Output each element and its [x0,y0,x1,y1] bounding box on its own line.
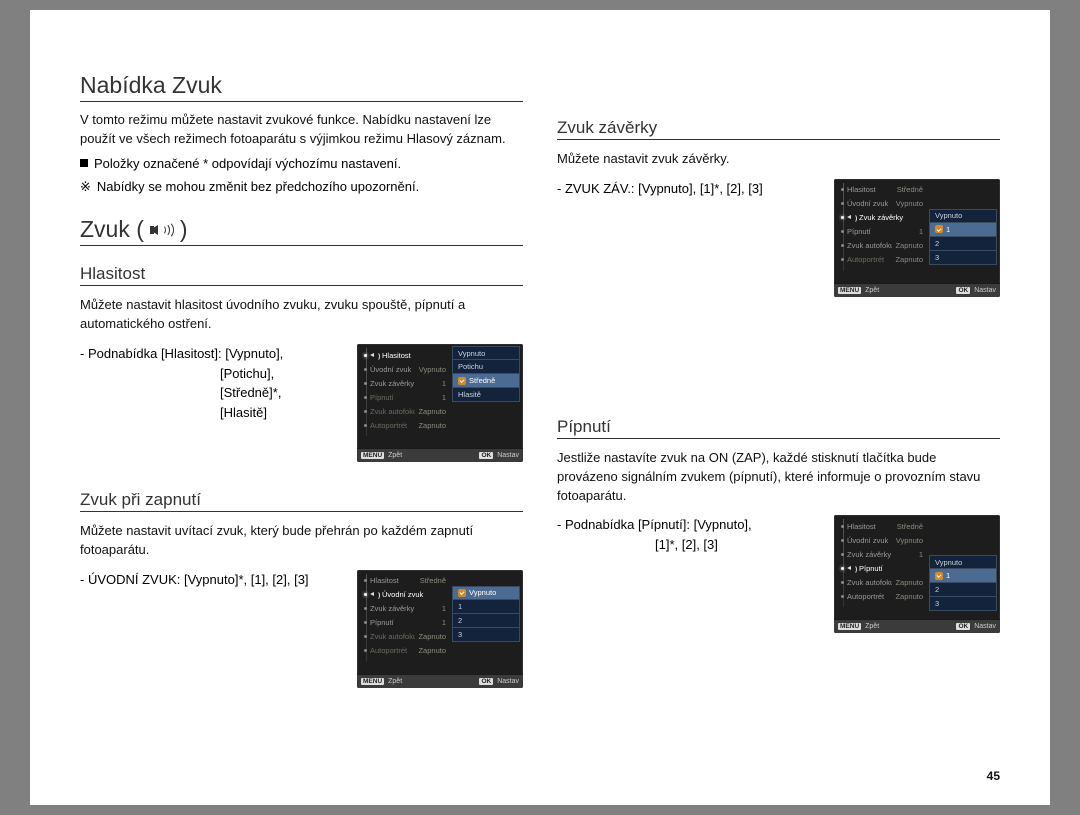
intro-text: V tomto režimu můžete nastavit zvukové f… [80,111,523,149]
lcd-hlasitost: HlasitostÚvodní zvukVypnutoZvuk závěrky1… [357,344,523,462]
reference-mark-icon: ※ [80,178,91,197]
subheading-pipnuti: Pípnutí [557,417,1000,439]
zaverky-options: - ZVUK ZÁV.: [Vypnuto], [1]*, [2], [3] [557,179,818,199]
subheading-zaverky: Zvuk závěrky [557,118,1000,140]
subheading-hlasitost: Hlasitost [80,264,523,286]
lcd-uvodni: HlasitostStředněÚvodní zvukZvuk závěrky1… [357,570,523,688]
section-zvuk-heading: Zvuk ( ) [80,216,523,246]
manual-page: Nabídka Zvuk V tomto režimu můžete nasta… [30,10,1050,805]
right-column: Zvuk závěrky Můžete nastavit zvuk závěrk… [557,72,1000,688]
pipnuti-options: - Podnabídka [Pípnutí]: [Vypnuto], [1]*,… [557,515,818,554]
pipnuti-desc: Jestliže nastavíte zvuk na ON (ZAP), kaž… [557,449,1000,506]
square-bullet-icon [80,159,88,167]
left-column: Nabídka Zvuk V tomto režimu můžete nasta… [80,72,523,688]
page-title: Nabídka Zvuk [80,72,523,102]
lcd-pipnuti: HlasitostStředněÚvodní zvukVypnutoZvuk z… [834,515,1000,633]
pri-zapnuti-options: - ÚVODNÍ ZVUK: [Vypnuto]*, [1], [2], [3] [80,570,341,590]
intro-bullet-2: ※ Nabídky se mohou změnit bez předchozíh… [80,178,523,197]
sound-icon [150,220,174,240]
subheading-pri-zapnuti: Zvuk při zapnutí [80,490,523,512]
pri-zapnuti-desc: Můžete nastavit uvítací zvuk, který bude… [80,522,523,560]
page-number: 45 [987,769,1000,783]
hlasitost-desc: Můžete nastavit hlasitost úvodního zvuku… [80,296,523,334]
hlasitost-options: - Podnabídka [Hlasitost]: [Vypnuto], [Po… [80,344,341,422]
zaverky-desc: Můžete nastavit zvuk závěrky. [557,150,1000,169]
lcd-zaverky: HlasitostStředněÚvodní zvukVypnutoZvuk z… [834,179,1000,297]
intro-bullet-1: Položky označené * odpovídají výchozímu … [80,155,523,174]
